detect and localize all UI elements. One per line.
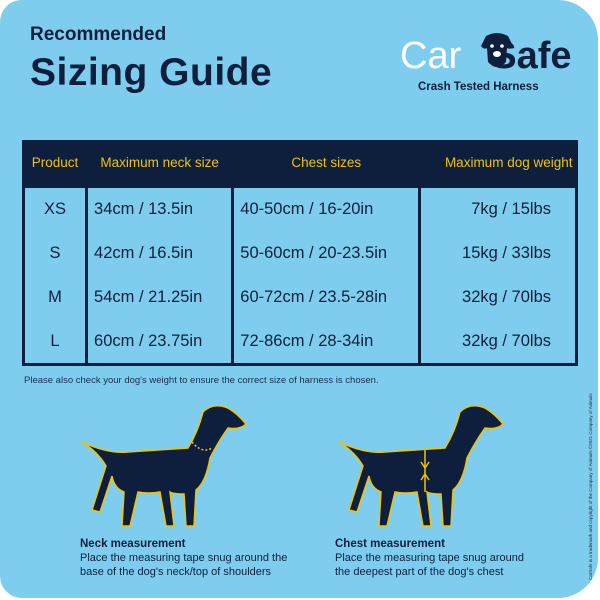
dog-logo-icon [481,33,513,67]
chest-measurement-dog-icon [338,405,505,527]
table-header: Product Maximum neck size Chest sizes Ma… [24,140,577,186]
tagline: Crash Tested Harness [418,81,539,93]
col-neck: Maximum neck size [100,154,219,170]
subtitle: Recommended [30,24,167,45]
table-row: L 60cm / 23.75in 72-86cm / 28-34in 32kg … [21,319,578,367]
copyright-text: CarSafe is a trademark and copyright of … [588,393,593,580]
table-row: XS 34cm / 13.5in 40-50cm / 16-20in 7kg /… [21,184,578,232]
col-product: Product [31,154,79,170]
page-title: Sizing Guide [30,51,273,94]
carsafe-logo: Car Safe [400,33,572,76]
table-row: M 54cm / 21.25in 60-72cm / 23.5-28in 32k… [21,275,578,320]
sizing-table: Product Maximum neck size Chest sizes Ma… [21,140,578,367]
chest-measurement-caption: Chest measurement Place the measuring ta… [335,538,524,578]
weight-note: Please also check your dog's weight to e… [24,375,379,386]
col-weight: Maximum dog weight [444,154,573,170]
col-chest: Chest sizes [291,154,362,170]
neck-measurement-dog-icon [81,405,248,527]
table-row: S 42cm / 16.5in 50-60cm / 20-23.5in 15kg… [21,231,578,276]
neck-measurement-caption: Neck measurement Place the measuring tap… [80,538,288,578]
